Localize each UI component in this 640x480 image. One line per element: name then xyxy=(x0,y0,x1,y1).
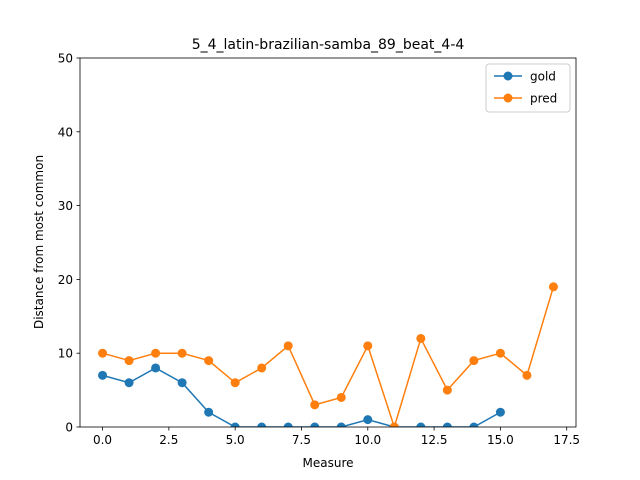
data-point-gold xyxy=(416,422,426,427)
data-point-pred xyxy=(548,282,558,292)
data-point-pred xyxy=(522,370,532,380)
data-point-pred xyxy=(98,348,108,358)
data-point-gold xyxy=(151,363,161,373)
data-point-pred xyxy=(495,348,505,358)
data-point-pred xyxy=(442,385,452,395)
y-tick-label: 0 xyxy=(65,421,73,435)
data-point-pred xyxy=(469,356,479,366)
x-tick-label: 5.0 xyxy=(226,433,245,447)
plot-area: 0.0 2.5 5.0 7.5 10.0 12.5 15.0 17.5 0 10 20 30 40 50 g… xyxy=(58,52,580,448)
legend-label-gold: gold xyxy=(530,70,556,84)
series-group xyxy=(98,282,558,427)
data-point-gold xyxy=(469,422,479,427)
data-point-pred xyxy=(230,378,240,388)
data-point-gold xyxy=(204,407,214,417)
y-tick-label: 40 xyxy=(58,125,73,139)
legend-label-pred: pred xyxy=(530,92,557,106)
legend-box xyxy=(485,63,571,113)
x-tick-label: 0.0 xyxy=(93,433,112,447)
data-point-gold xyxy=(257,422,267,427)
data-point-gold xyxy=(310,422,320,427)
chart-title: 5_4_latin-brazilian-samba_89_beat_4-4 xyxy=(192,37,465,53)
y-tick-label: 10 xyxy=(58,347,73,361)
data-point-gold xyxy=(363,415,373,425)
data-point-pred xyxy=(363,341,373,351)
data-point-gold xyxy=(230,422,240,427)
legend-marker-gold xyxy=(503,71,513,81)
data-point-gold xyxy=(98,370,108,380)
x-tick-label: 2.5 xyxy=(159,433,178,447)
y-tick-label: 20 xyxy=(58,273,73,287)
x-tick-label: 17.5 xyxy=(553,433,580,447)
series-line-gold xyxy=(102,367,501,427)
data-point-pred xyxy=(204,356,214,366)
data-point-gold xyxy=(336,422,346,427)
data-point-pred xyxy=(310,400,320,410)
axes-frame xyxy=(79,57,577,428)
data-point-gold xyxy=(495,407,505,417)
data-point-pred xyxy=(283,341,293,351)
x-tick-label: 12.5 xyxy=(421,433,448,447)
y-tick-label: 50 xyxy=(58,52,73,66)
data-point-gold xyxy=(177,378,187,388)
legend-marker-pred xyxy=(503,93,513,103)
y-axis-label: Distance from most common xyxy=(32,155,46,329)
data-point-pred xyxy=(389,422,399,427)
x-axis-label: Measure xyxy=(303,456,354,470)
data-point-gold xyxy=(442,422,452,427)
data-point-gold xyxy=(124,378,134,388)
data-point-pred xyxy=(124,356,134,366)
x-tick-label: 7.5 xyxy=(292,433,311,447)
data-point-pred xyxy=(336,392,346,402)
data-point-pred xyxy=(257,363,267,373)
data-point-pred xyxy=(416,333,426,343)
data-point-pred xyxy=(177,348,187,358)
x-tick-label: 10.0 xyxy=(354,433,381,447)
data-point-gold xyxy=(283,422,293,427)
y-tick-label: 30 xyxy=(58,199,73,213)
data-point-pred xyxy=(151,348,161,358)
x-tick-label: 15.0 xyxy=(487,433,514,447)
